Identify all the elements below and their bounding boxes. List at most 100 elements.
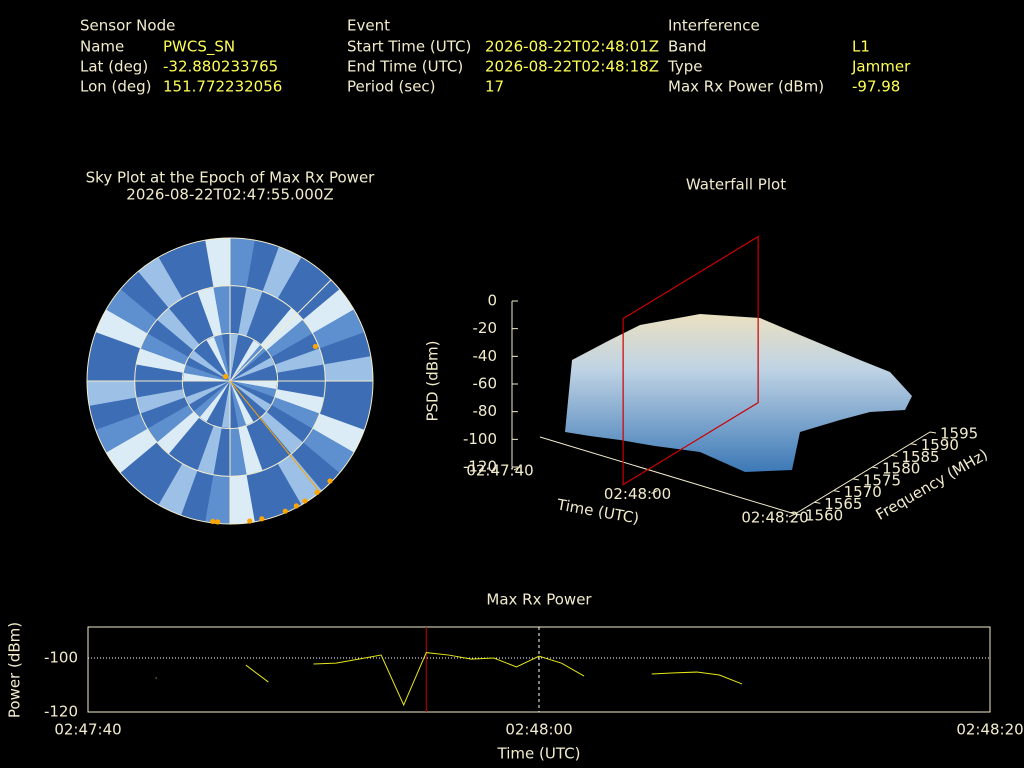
sky-cell — [106, 289, 158, 334]
y-tick-label: -120 — [44, 703, 78, 721]
satellite — [247, 518, 253, 524]
sky-cell — [157, 411, 200, 454]
psd-tick-label: 0 — [487, 292, 497, 310]
sky-cell — [260, 411, 303, 454]
sky-cell — [274, 389, 324, 414]
satellite — [302, 498, 308, 504]
sky-cell — [205, 474, 230, 524]
x-tick-label: 02:48:00 — [505, 721, 572, 739]
field-label: Type — [667, 58, 702, 76]
satellite — [293, 503, 299, 509]
field-label: Band — [668, 38, 707, 56]
field-value: 2026-08-22T02:48:18Z — [485, 58, 659, 76]
x-axis-title: Time (UTC) — [497, 745, 581, 763]
bearing-line — [229, 380, 321, 493]
satellite — [215, 519, 221, 525]
psd-axis-title: PSD (dBm) — [424, 340, 442, 421]
power-line — [245, 664, 269, 683]
freq-tick — [872, 466, 879, 469]
section-title: Event — [347, 17, 390, 35]
field-value: Jammer — [851, 58, 911, 76]
sky-cell — [323, 356, 373, 381]
field-value: L1 — [852, 38, 870, 56]
x-tick-label: 02:47:40 — [54, 721, 121, 739]
field-label: End Time (UTC) — [347, 58, 463, 76]
sky-cell — [193, 381, 230, 418]
sky-cell — [185, 381, 230, 405]
time-tick — [513, 466, 521, 471]
sky-cell — [157, 308, 200, 351]
sky-cell — [277, 453, 322, 505]
sky-cell — [302, 289, 354, 334]
sky-cell — [230, 381, 247, 428]
field-value: 151.772232056 — [163, 78, 282, 96]
sky-cell — [197, 425, 222, 475]
psd-tick-label: -100 — [463, 430, 497, 448]
sky-cell — [230, 474, 255, 524]
freq-tick — [794, 513, 802, 516]
sky-cell — [221, 381, 230, 428]
time-tick-label: 02:47:40 — [466, 462, 533, 480]
satellite — [312, 343, 319, 350]
field-value: 17 — [485, 78, 504, 96]
field-label: Lon (deg) — [80, 78, 152, 96]
psd-tick-label: -40 — [473, 347, 498, 365]
sky-cell — [136, 348, 186, 373]
psd-tick-label: -120 — [463, 458, 497, 476]
freq-tick — [814, 501, 821, 504]
psd-tick-label: -20 — [473, 319, 498, 337]
psd-tick-label: -60 — [473, 375, 498, 393]
freq-tick-label: 1580 — [882, 460, 920, 478]
sky-cell — [205, 238, 230, 288]
sky-cell — [230, 427, 247, 477]
sky-cell — [158, 463, 198, 516]
time-axis — [539, 436, 796, 515]
time-tick-label: 02:48:00 — [604, 485, 671, 503]
sky-cell — [230, 381, 271, 412]
field-value: -97.98 — [852, 78, 900, 96]
freq-axis — [794, 431, 931, 515]
sky-spoke — [229, 279, 332, 382]
freq-tick — [910, 443, 917, 446]
sky-ring — [134, 285, 326, 477]
power-line — [313, 652, 585, 707]
y-tick-label: -100 — [44, 649, 78, 667]
field-label: Start Time (UTC) — [347, 38, 471, 56]
sky-cell — [312, 413, 365, 453]
freq-tick — [891, 454, 898, 457]
chart-subtitle: 2026-08-22T02:47:55.000Z — [126, 186, 333, 204]
satellite — [282, 508, 288, 514]
field-value: 2026-08-22T02:48:01Z — [485, 38, 659, 56]
sky-cell — [87, 381, 137, 406]
sky-cell — [230, 340, 261, 381]
chart-title: Waterfall Plot — [686, 176, 786, 194]
x-tick-label: 02:48:20 — [956, 721, 1023, 739]
epoch-plane — [622, 235, 759, 486]
section-title: Interference — [668, 17, 760, 35]
time-tick — [651, 490, 658, 494]
freq-tick-label: 1560 — [805, 507, 843, 525]
sky-cell — [199, 381, 230, 422]
sky-cell — [230, 238, 255, 288]
satellite — [314, 489, 320, 496]
sky-cell — [230, 357, 275, 381]
time-tick-label: 02:48:20 — [741, 509, 808, 527]
field-value: -32.880233765 — [163, 58, 278, 76]
sky-ring — [181, 332, 279, 430]
sky-cell — [238, 287, 263, 337]
sky-cell — [140, 333, 190, 365]
psd-surface — [565, 314, 912, 472]
sky-cell — [136, 389, 186, 414]
sky-cell — [230, 334, 239, 381]
sky-cell — [302, 428, 354, 473]
freq-tick-label: 1595 — [940, 425, 978, 443]
freq-tick — [833, 490, 840, 493]
field-label: Period (sec) — [347, 78, 436, 96]
time-tick — [788, 513, 796, 518]
y-axis-title: Power (dBm) — [6, 622, 24, 718]
sky-cell — [213, 334, 230, 381]
chart-title: Sky Plot at the Epoch of Max Rx Power — [86, 169, 376, 187]
sky-ring — [86, 237, 374, 525]
chart-title: Max Rx Power — [486, 591, 592, 609]
sky-cell — [138, 257, 183, 309]
